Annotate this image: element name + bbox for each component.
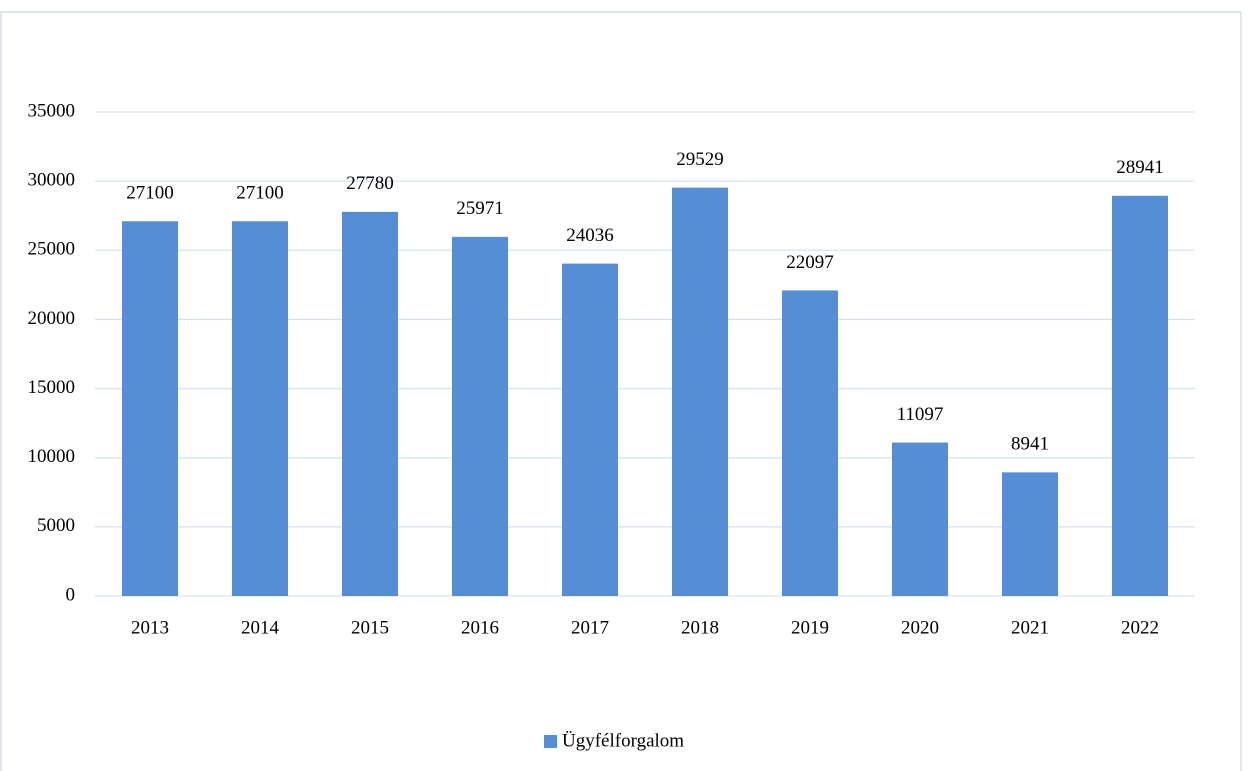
x-tick-label: 2014: [241, 617, 280, 638]
bar: [452, 236, 508, 597]
bar: [122, 221, 178, 596]
y-tick-label: 0: [66, 584, 76, 605]
y-tick-label: 30000: [28, 170, 76, 191]
bar: [892, 442, 948, 596]
legend-label: Ügyfélforgalom: [562, 730, 684, 751]
bar: [672, 187, 728, 596]
data-label: 11097: [897, 404, 944, 425]
bar: [1112, 195, 1168, 597]
x-tick-label: 2022: [1121, 617, 1159, 638]
x-tick-label: 2020: [901, 617, 939, 638]
x-tick-label: 2017: [571, 617, 609, 638]
y-tick-label: 35000: [28, 100, 76, 121]
data-label: 27100: [236, 183, 284, 204]
data-label: 29529: [676, 149, 724, 170]
bar: [782, 290, 838, 596]
data-label: 24036: [566, 225, 614, 246]
x-tick-label: 2013: [131, 617, 169, 638]
y-tick-label: 10000: [28, 446, 76, 467]
y-tick-label: 25000: [28, 239, 76, 260]
bar: [232, 221, 288, 596]
bar: [1002, 472, 1058, 596]
data-label: 25971: [456, 198, 504, 219]
y-tick-label: 20000: [28, 308, 76, 329]
legend-swatch: [544, 735, 557, 748]
x-tick-label: 2016: [461, 617, 499, 638]
data-label: 22097: [786, 252, 834, 273]
y-tick-label: 15000: [28, 377, 76, 398]
data-label: 27780: [346, 173, 394, 194]
x-tick-label: 2015: [351, 617, 389, 638]
bar: [342, 211, 398, 596]
data-label: 27100: [126, 183, 174, 204]
y-tick-label: 5000: [37, 515, 75, 536]
x-tick-label: 2021: [1011, 617, 1049, 638]
x-tick-label: 2019: [791, 617, 829, 638]
bar: [562, 263, 618, 596]
data-label: 28941: [1116, 157, 1164, 178]
data-label: 8941: [1011, 434, 1049, 455]
x-tick-label: 2018: [681, 617, 719, 638]
chart-border: [0, 11, 1242, 771]
